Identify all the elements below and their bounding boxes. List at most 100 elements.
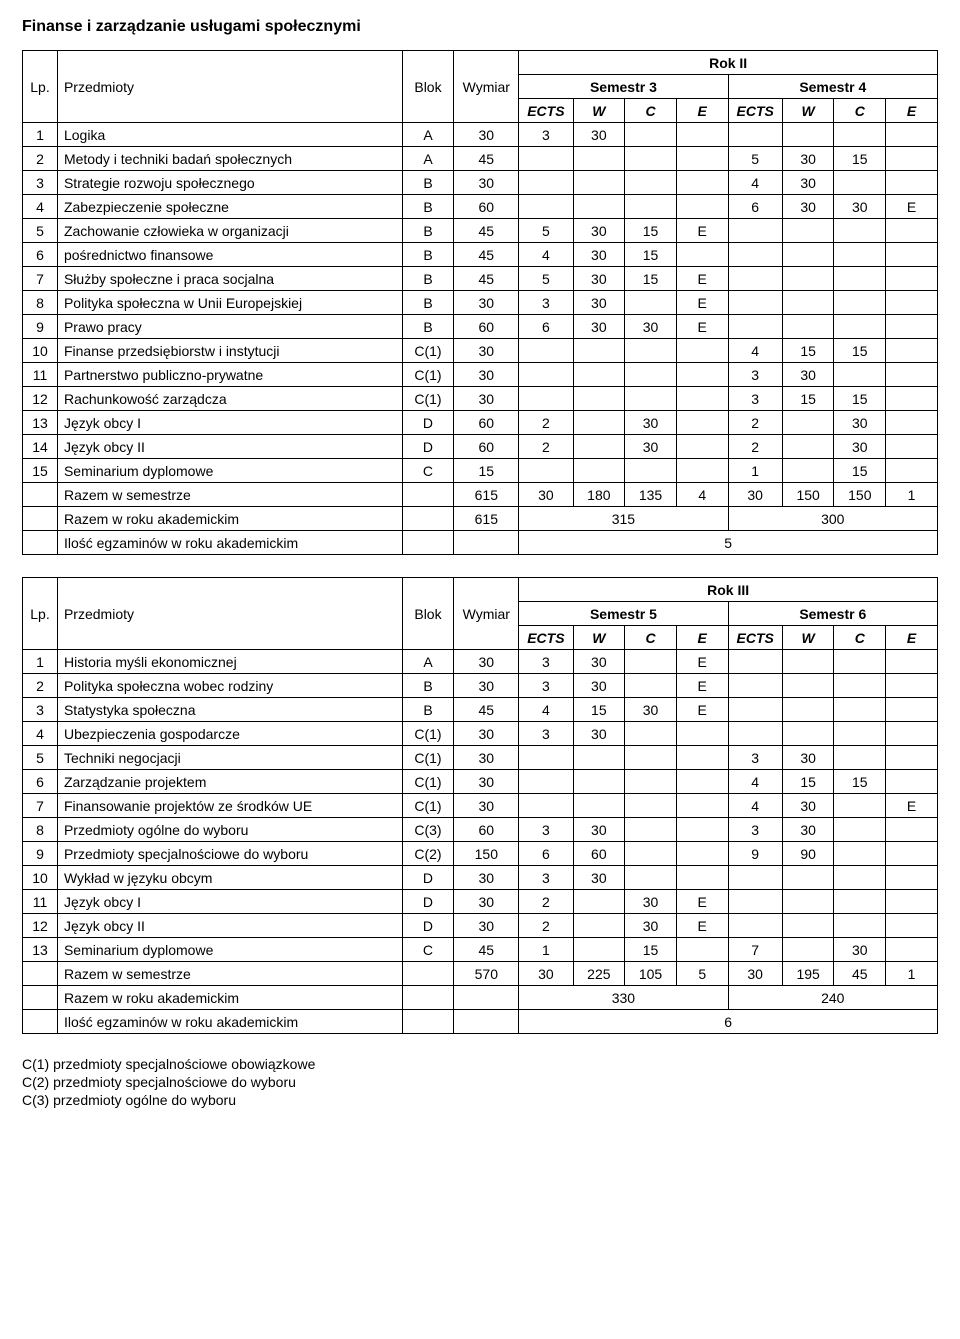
cell: [834, 842, 886, 866]
cell: C(1): [402, 363, 454, 387]
cell: 30: [454, 363, 519, 387]
exams-row: Ilość egzaminów w roku akademickim6: [23, 1010, 938, 1034]
cell: 15: [23, 459, 58, 483]
cell: 30: [834, 938, 886, 962]
cell: 30: [782, 794, 834, 818]
hdr-lp: Lp.: [23, 51, 58, 123]
cell: 4: [728, 794, 782, 818]
cell: [573, 770, 625, 794]
cell: C: [402, 938, 454, 962]
hdr-c: C: [625, 99, 677, 123]
cell: Język obcy I: [57, 411, 402, 435]
cell: [834, 794, 886, 818]
cell: 30: [782, 818, 834, 842]
hdr-blok: Blok: [402, 51, 454, 123]
cell: [782, 722, 834, 746]
cell: [728, 267, 782, 291]
cell: [625, 794, 677, 818]
hdr-c: C: [834, 626, 886, 650]
cell: [573, 147, 625, 171]
cell: 30: [573, 818, 625, 842]
table-row: 11Partnerstwo publiczno-prywatneC(1)3033…: [23, 363, 938, 387]
cell: [676, 171, 728, 195]
curriculum-table-year3: Lp. Przedmioty Blok Wymiar Rok III Semes…: [22, 577, 938, 1034]
cell: B: [402, 698, 454, 722]
cell: [886, 363, 938, 387]
cell: Zarządzanie projektem: [57, 770, 402, 794]
cell: C(1): [402, 794, 454, 818]
cell: D: [402, 866, 454, 890]
cell: [782, 650, 834, 674]
cell: D: [402, 411, 454, 435]
cell: Seminarium dyplomowe: [57, 459, 402, 483]
cell: 15: [782, 339, 834, 363]
cell: [886, 459, 938, 483]
cell: Historia myśli ekonomicznej: [57, 650, 402, 674]
cell: 9: [728, 842, 782, 866]
cell: [886, 722, 938, 746]
cell: 15: [782, 387, 834, 411]
cell: B: [402, 291, 454, 315]
hdr-sem6: Semestr 6: [728, 602, 937, 626]
cell: 5: [23, 219, 58, 243]
cell: C(1): [402, 339, 454, 363]
cell: [625, 722, 677, 746]
cell: 30: [573, 123, 625, 147]
cell: [782, 315, 834, 339]
cell: [728, 698, 782, 722]
table-row: 12Język obcy IID30230E: [23, 914, 938, 938]
cell: [782, 243, 834, 267]
cell: B: [402, 267, 454, 291]
cell: [834, 123, 886, 147]
cell: 30: [454, 794, 519, 818]
cell: [573, 339, 625, 363]
cell: C: [402, 459, 454, 483]
cell: [625, 171, 677, 195]
hdr-wymiar: Wymiar: [454, 578, 519, 650]
cell: 2: [519, 890, 573, 914]
cell: Ubezpieczenia gospodarcze: [57, 722, 402, 746]
hdr-w: W: [782, 99, 834, 123]
cell: 15: [834, 339, 886, 363]
cell: 30: [625, 890, 677, 914]
cell: C(1): [402, 770, 454, 794]
cell: 2: [23, 147, 58, 171]
cell: [834, 698, 886, 722]
cell: Służby społeczne i praca socjalna: [57, 267, 402, 291]
hdr-w: W: [573, 626, 625, 650]
cell: E: [676, 315, 728, 339]
cell: 30: [573, 315, 625, 339]
cell: [728, 315, 782, 339]
sum-sem-label: Razem w semestrze: [57, 962, 402, 986]
cell: 30: [782, 195, 834, 219]
cell: [676, 459, 728, 483]
cell: 3: [519, 866, 573, 890]
cell: 1: [23, 123, 58, 147]
sum-year-label: Razem w roku akademickim: [57, 507, 402, 531]
cell: C(1): [402, 387, 454, 411]
cell: [834, 315, 886, 339]
cell: 30: [834, 411, 886, 435]
cell: E: [676, 674, 728, 698]
cell: [676, 411, 728, 435]
hdr-ects: ECTS: [519, 626, 573, 650]
cell: [886, 698, 938, 722]
sum-sem-label: Razem w semestrze: [57, 483, 402, 507]
cell: 4: [519, 243, 573, 267]
cell: Zabezpieczenie społeczne: [57, 195, 402, 219]
cell: 4: [519, 698, 573, 722]
cell: [519, 770, 573, 794]
cell: [519, 171, 573, 195]
cell: 60: [454, 411, 519, 435]
cell: 6: [519, 842, 573, 866]
cell: 30: [454, 866, 519, 890]
cell: [782, 674, 834, 698]
cell: [834, 363, 886, 387]
cell: [782, 435, 834, 459]
table-row: 7Służby społeczne i praca socjalnaB45530…: [23, 267, 938, 291]
cell: [676, 938, 728, 962]
cell: [834, 171, 886, 195]
cell: 15: [625, 243, 677, 267]
cell: 90: [782, 842, 834, 866]
sum-semester-row: Razem w semestrze57030225105530195451: [23, 962, 938, 986]
